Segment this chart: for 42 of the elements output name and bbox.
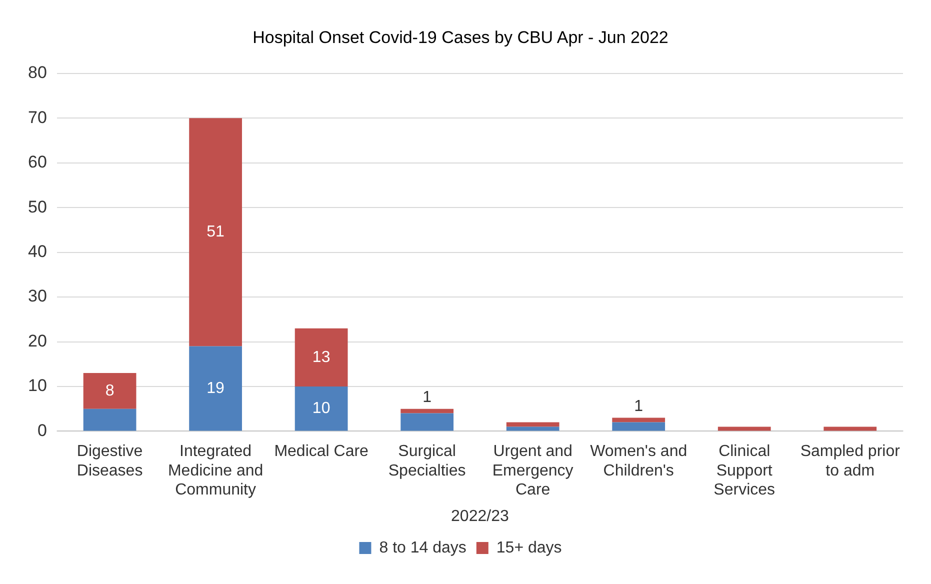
y-tick-label: 60	[28, 152, 47, 172]
data-label: 10	[312, 400, 330, 417]
bar	[294, 386, 348, 431]
x-tick-label: Digestive Diseases	[76, 443, 143, 480]
y-tick-label: 10	[28, 376, 47, 396]
y-tick-label: 80	[28, 63, 47, 82]
data-label: 19	[206, 380, 225, 397]
x-tick-label: Integrated Medicine and Community	[168, 443, 264, 499]
y-tick-label: 30	[28, 286, 47, 306]
bar	[189, 346, 242, 431]
bar	[400, 413, 454, 431]
data-label: 13	[312, 348, 330, 366]
bar	[294, 328, 348, 386]
legend-label: 8 to 14 days	[379, 539, 466, 556]
bar	[506, 426, 560, 431]
x-tick-label: Sampled prior to adm	[800, 443, 901, 480]
bar	[612, 418, 666, 422]
legend-label: 15+ days	[496, 539, 562, 556]
bar	[189, 118, 242, 346]
y-tick-label: 50	[28, 197, 47, 216]
y-tick-label: 70	[28, 108, 47, 127]
data-label: 1	[634, 398, 644, 416]
data-label: 1	[422, 389, 432, 406]
x-tick-label: Women's and Children's	[590, 443, 688, 480]
x-tick-label: Surgical Specialties	[388, 443, 466, 480]
bar	[612, 422, 666, 431]
bar	[400, 408, 454, 414]
y-tick-label: 0	[37, 420, 47, 440]
y-tick-label: 20	[28, 331, 47, 350]
x-tick-label: Medical Care	[274, 443, 369, 460]
x-axis-title: 2022/23	[451, 508, 509, 525]
chart-title: Hospital Onset Covid-19 Cases by CBU Apr - Jun 2022	[252, 28, 668, 47]
bar	[718, 426, 771, 431]
y-tick-label: 40	[28, 242, 47, 261]
bar	[824, 426, 877, 431]
bar	[83, 408, 136, 431]
x-tick-label: Clinical Support Services	[714, 443, 776, 499]
data-label: 8	[105, 382, 114, 400]
bar	[506, 422, 560, 427]
bar	[83, 373, 136, 409]
data-label: 51	[206, 224, 225, 241]
x-tick-label: Urgent and Emergency Care	[492, 443, 574, 499]
